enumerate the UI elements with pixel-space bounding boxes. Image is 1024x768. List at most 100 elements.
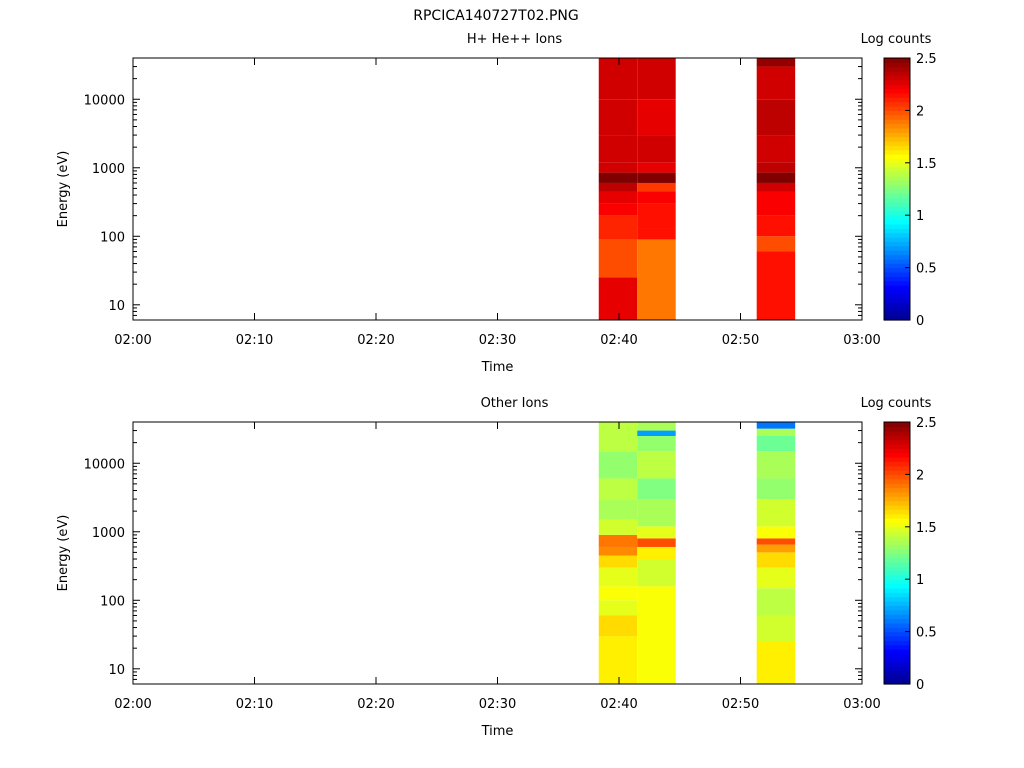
heatmap-cell-0-1 bbox=[598, 239, 638, 278]
colorbar-segment bbox=[884, 306, 910, 312]
x-tick-label: 02:00 bbox=[114, 697, 151, 712]
colorbar-segment bbox=[884, 228, 910, 234]
colorbar-segment bbox=[884, 504, 910, 510]
plot-frame bbox=[132, 421, 863, 685]
colorbar-segment bbox=[884, 509, 910, 515]
heatmap-cell-0-1 bbox=[598, 615, 638, 637]
heatmap-cell-1-8 bbox=[637, 99, 676, 136]
colorbar-frame bbox=[883, 421, 911, 685]
panel-h-he-ions: 02:00 02:10 02:20 02:30 02:40 02:50 03:00 Time 1… bbox=[56, 32, 937, 375]
colorbar-segment bbox=[884, 478, 910, 484]
colorbar-segment bbox=[884, 679, 910, 685]
colorbar-segment bbox=[884, 535, 910, 541]
colorbar-segment bbox=[884, 592, 910, 598]
heatmap-cell-1-3 bbox=[637, 538, 676, 547]
y-tick-label: 10 bbox=[108, 299, 125, 314]
colorbar-segment bbox=[884, 491, 910, 497]
colorbar-tick-label: 0.5 bbox=[916, 262, 937, 277]
x-tick-label: 03:00 bbox=[843, 697, 880, 712]
colorbar-segment bbox=[884, 583, 910, 589]
panel-title: Other Ions bbox=[481, 396, 549, 411]
colorbar-tick-label: 1.5 bbox=[916, 521, 937, 536]
colorbar-segment bbox=[884, 132, 910, 138]
heatmap-cell-2-10 bbox=[756, 58, 796, 67]
colorbar-label: Log counts bbox=[861, 32, 932, 47]
colorbar-segment bbox=[884, 483, 910, 489]
heatmap-cell-0-9 bbox=[598, 499, 638, 520]
heatmap-cell-1-6 bbox=[637, 478, 676, 500]
colorbar-segment bbox=[884, 298, 910, 304]
colorbar-segment bbox=[884, 609, 910, 615]
colorbar-segment bbox=[884, 254, 910, 260]
heatmap-cell-1-5 bbox=[637, 499, 676, 527]
plot-frame bbox=[132, 57, 863, 321]
heatmap-cell-2-0 bbox=[756, 251, 796, 320]
heatmap-cell-2-9 bbox=[756, 478, 796, 500]
x-tick-label: 02:10 bbox=[236, 697, 273, 712]
heatmap-cell-0-8 bbox=[598, 135, 638, 163]
heatmap-cell-2-9 bbox=[756, 66, 796, 100]
heatmap-cell-1-0 bbox=[637, 239, 676, 320]
x-tick-label: 02:30 bbox=[479, 697, 516, 712]
colorbar-segment bbox=[884, 189, 910, 194]
colorbar-segment bbox=[884, 127, 910, 133]
colorbar-segment bbox=[884, 605, 910, 611]
heatmap-cell-2-13 bbox=[756, 422, 796, 429]
colorbar-tick-label: 1.5 bbox=[916, 157, 937, 172]
colorbar-segment bbox=[884, 675, 910, 681]
colorbar-tick-label: 1 bbox=[916, 573, 924, 588]
panel-other-ions: 02:00 02:10 02:20 02:30 02:40 02:50 03:00 Time 1… bbox=[56, 396, 937, 739]
heatmap-cell-1-7 bbox=[637, 451, 676, 479]
colorbar-segment bbox=[884, 167, 910, 173]
colorbar-segment bbox=[884, 258, 910, 264]
colorbar-segment bbox=[884, 500, 910, 506]
x-tick-label: 02:00 bbox=[114, 333, 151, 348]
x-tick-label: 02:40 bbox=[600, 333, 637, 348]
heatmap-cell-0-2 bbox=[598, 215, 638, 240]
x-axis-label: Time bbox=[481, 360, 514, 375]
colorbar-segment bbox=[884, 114, 910, 120]
colorbar-segment bbox=[884, 422, 910, 427]
heatmap-cell-2-12 bbox=[756, 428, 796, 436]
colorbar-segment bbox=[884, 149, 910, 155]
colorbar-segment bbox=[884, 640, 910, 646]
heatmap-cell-2-7 bbox=[756, 135, 796, 163]
x-tick-label: 02:20 bbox=[357, 697, 394, 712]
heatmap-cell-1-8 bbox=[637, 435, 676, 452]
colorbar-segment bbox=[884, 539, 910, 545]
colorbar-segment bbox=[884, 180, 910, 186]
colorbar-segment bbox=[884, 302, 910, 308]
colorbar-segment bbox=[884, 66, 910, 72]
y-tick-label: 10000 bbox=[84, 93, 125, 108]
colorbar-tick-label: 1 bbox=[916, 209, 924, 224]
colorbar-segment bbox=[884, 267, 910, 273]
heatmap-cell-1-3 bbox=[637, 191, 676, 204]
colorbar-segment bbox=[884, 241, 910, 247]
colorbar-tick-label: 2 bbox=[916, 468, 924, 483]
colorbar-segment bbox=[884, 548, 910, 554]
heatmap-cell-0-3 bbox=[598, 586, 638, 601]
colorbar-segment bbox=[884, 88, 910, 94]
heatmap-cell-0-11 bbox=[598, 451, 638, 479]
colorbar-segment bbox=[884, 618, 910, 624]
colorbar-segment bbox=[884, 601, 910, 606]
colorbar-tick-label: 2.5 bbox=[916, 416, 937, 431]
colorbar-segment bbox=[884, 627, 910, 633]
colorbar-segment bbox=[884, 587, 910, 593]
colorbar-segment bbox=[884, 566, 910, 572]
heatmap-cell-1-10 bbox=[637, 422, 676, 431]
heatmap-cell-0-7 bbox=[598, 162, 638, 173]
heatmap-cell-1-4 bbox=[637, 182, 676, 192]
colorbar-segment bbox=[884, 574, 910, 580]
colorbar-segment bbox=[884, 158, 910, 164]
x-tick-label: 02:10 bbox=[236, 333, 273, 348]
colorbar-segment bbox=[884, 579, 910, 585]
colorbar-segment bbox=[884, 561, 910, 567]
colorbar-segment bbox=[884, 311, 910, 317]
heatmap-cell-0-2 bbox=[598, 600, 638, 616]
y-tick-label: 10 bbox=[108, 663, 125, 678]
heatmap-cell-1-2 bbox=[637, 546, 676, 560]
colorbar-segment bbox=[884, 58, 910, 63]
colorbar-segment bbox=[884, 206, 910, 212]
y-tick-label: 1000 bbox=[92, 526, 125, 541]
